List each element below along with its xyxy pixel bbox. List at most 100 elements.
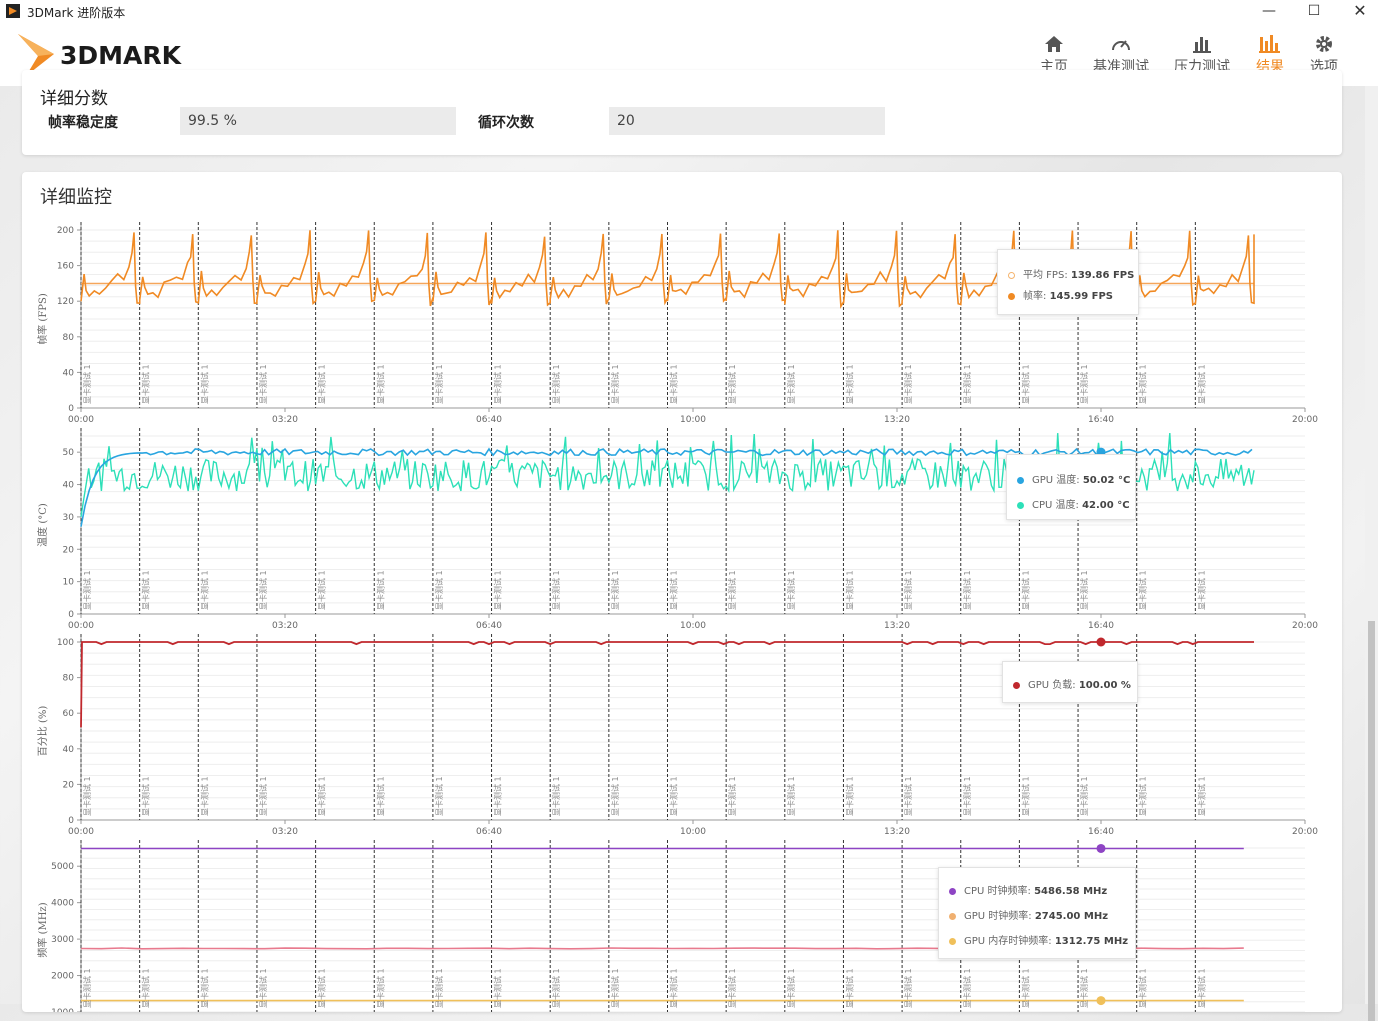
loop-marker-label: 显卡测试 1 <box>727 776 737 816</box>
loop-marker-label: 显卡测试 1 <box>1196 364 1206 404</box>
home-icon <box>1045 36 1063 52</box>
x-tick-label: 16:40 <box>1088 621 1114 631</box>
vertical-scrollbar[interactable] <box>1365 86 1378 1021</box>
results-icon <box>1259 35 1280 53</box>
legend-gpu-clock-value: 2745.00 MHz <box>1034 911 1109 922</box>
loop-marker-label: 显卡测试 1 <box>82 776 92 816</box>
legend-gpu-load: GPU 负载: 100.00 % <box>1013 676 1131 691</box>
x-tick-label: 20:00 <box>1292 621 1318 631</box>
loop-marker-label: 显卡测试 1 <box>1020 570 1030 610</box>
mem-clock-hover-dot <box>1096 996 1106 1006</box>
loop-marker-label: 显卡测试 1 <box>375 570 385 610</box>
loop-marker-label: 显卡测试 1 <box>844 776 854 816</box>
close-icon[interactable]: ✕ <box>1353 1 1367 20</box>
detailed-monitoring-panel: 详细监控 0 40 80 120 160 200 帧率 (FPS) 00:00 03:20 06:… <box>22 172 1342 1012</box>
x-tick-label: 03:20 <box>272 827 298 837</box>
loop-marker-label: 显卡测试 1 <box>903 776 913 816</box>
chart-1 <box>77 222 1306 412</box>
y-tick-label: 40 <box>63 368 75 378</box>
logo-wordmark: 3DMARK <box>60 41 181 70</box>
loop-marker-label: 显卡测试 1 <box>1138 776 1148 816</box>
legend-fps: 帧率: 145.99 FPS <box>1008 287 1113 302</box>
legend-gpu-load-value: 100.00 % <box>1078 680 1131 691</box>
y-tick-label: 0 <box>68 610 74 620</box>
scrollbar-thumb[interactable] <box>1368 621 1375 1021</box>
frame-stability-label: 帧率稳定度 <box>48 115 118 131</box>
legend-gpu-temp-value: 50.02 °C <box>1082 475 1131 486</box>
loop-marker-label: 显卡测试 1 <box>786 570 796 610</box>
loop-marker-label: 显卡测试 1 <box>434 968 444 1008</box>
loop-count-label: 循环次数 <box>478 115 534 131</box>
loop-marker-label: 显卡测试 1 <box>844 968 854 1008</box>
loop-marker-label: 显卡测试 1 <box>1138 364 1148 404</box>
loop-marker-label: 显卡测试 1 <box>610 364 620 404</box>
temperature-legend: GPU 温度: 50.02 °C CPU 温度: 42.00 °C <box>1006 454 1136 520</box>
minimize-icon[interactable]: — <box>1262 3 1276 19</box>
loop-marker-label: 显卡测试 1 <box>317 968 327 1008</box>
loop-marker-label: 显卡测试 1 <box>317 364 327 404</box>
y-tick-label: 20 <box>63 780 75 790</box>
series-gpu-temp <box>80 447 1253 527</box>
x-tick-label: 16:40 <box>1088 827 1114 837</box>
legend-gpu-load-label: GPU 负载 <box>1028 680 1073 691</box>
monitoring-title: 详细监控 <box>40 187 112 208</box>
loop-marker-label: 显卡测试 1 <box>141 570 151 610</box>
y-tick-label: 160 <box>57 262 74 272</box>
y-tick-label: 1000 <box>51 1008 74 1012</box>
x-tick-label: 16:40 <box>1088 415 1114 425</box>
loop-marker-label: 显卡测试 1 <box>551 570 561 610</box>
loop-marker-label: 显卡测试 1 <box>962 570 972 610</box>
loop-marker-label: 显卡测试 1 <box>1079 968 1089 1008</box>
x-tick-label: 20:00 <box>1292 827 1318 837</box>
loop-marker-label: 显卡测试 1 <box>903 364 913 404</box>
legend-avg-fps-value: 139.86 FPS <box>1070 270 1135 281</box>
loop-marker-label: 显卡测试 1 <box>669 364 679 404</box>
loop-marker-label: 显卡测试 1 <box>493 968 503 1008</box>
loop-marker-label: 显卡测试 1 <box>317 776 327 816</box>
loop-marker-label: 显卡测试 1 <box>1020 364 1030 404</box>
loop-marker-label: 显卡测试 1 <box>434 776 444 816</box>
loop-marker-label: 显卡测试 1 <box>199 968 209 1008</box>
loop-marker-label: 显卡测试 1 <box>141 776 151 816</box>
legend-cpu-clock: CPU 时钟频率: 5486.58 MHz <box>949 882 1107 897</box>
loop-marker-label: 显卡测试 1 <box>199 570 209 610</box>
bar-chart-icon <box>1193 37 1211 53</box>
loop-marker-label: 显卡测试 1 <box>962 968 972 1008</box>
loop-marker-label: 显卡测试 1 <box>1020 968 1030 1008</box>
y-tick-label: 5000 <box>51 862 74 872</box>
legend-gpu-temp: GPU 温度: 50.02 °C <box>1017 471 1130 486</box>
gpu-load-legend: GPU 负载: 100.00 % <box>1002 661 1138 703</box>
loop-marker-label: 显卡测试 1 <box>258 570 268 610</box>
loop-marker-label: 显卡测试 1 <box>434 570 444 610</box>
y-axis-title: 帧率 (FPS) <box>36 293 49 345</box>
loop-marker-label: 显卡测试 1 <box>551 364 561 404</box>
loop-marker-label: 显卡测试 1 <box>1079 364 1089 404</box>
app-icon <box>6 4 20 18</box>
y-tick-label: 40 <box>63 481 75 491</box>
3dmark-logo[interactable]: 3DMARK <box>16 32 216 78</box>
maximize-icon[interactable]: ☐ <box>1307 3 1321 19</box>
frame-stability-value: 99.5 % <box>180 107 456 135</box>
y-tick-label: 120 <box>57 297 74 307</box>
y-tick-label: 3000 <box>51 935 74 945</box>
y-tick-label: 2000 <box>51 972 74 982</box>
legend-cpu-temp-label: CPU 温度 <box>1032 500 1076 511</box>
loop-marker-label: 显卡测试 1 <box>962 776 972 816</box>
legend-mem-clock-value: 1312.75 MHz <box>1054 936 1129 947</box>
x-tick-label: 03:20 <box>272 415 298 425</box>
loop-marker-label: 显卡测试 1 <box>786 364 796 404</box>
series-cpu-temp <box>80 432 1255 518</box>
legend-cpu-clock-label: CPU 时钟频率 <box>964 886 1028 897</box>
loop-marker-label: 显卡测试 1 <box>903 968 913 1008</box>
loop-marker-label: 显卡测试 1 <box>258 776 268 816</box>
legend-mem-clock-label: GPU 内存时钟频率 <box>964 936 1049 947</box>
loop-marker-label: 显卡测试 1 <box>1020 776 1030 816</box>
loop-marker-label: 显卡测试 1 <box>493 570 503 610</box>
y-tick-label: 40 <box>63 745 75 755</box>
loop-marker-label: 显卡测试 1 <box>82 364 92 404</box>
legend-cpu-clock-value: 5486.58 MHz <box>1034 886 1108 897</box>
loop-marker-label: 显卡测试 1 <box>610 968 620 1008</box>
y-tick-label: 100 <box>57 638 74 648</box>
loop-marker-label: 显卡测试 1 <box>493 776 503 816</box>
window-title-bar: 3DMark 进阶版本 — ☐ ✕ <box>0 0 1378 24</box>
